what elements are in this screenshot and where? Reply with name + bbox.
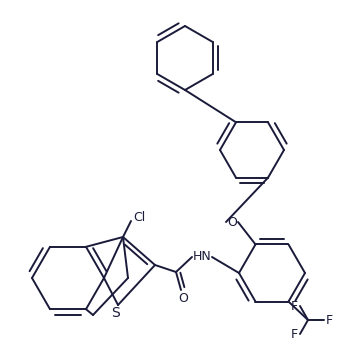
- Text: O: O: [227, 216, 237, 228]
- Text: HN: HN: [193, 251, 211, 263]
- Text: S: S: [112, 306, 120, 320]
- Text: F: F: [291, 300, 298, 312]
- Text: F: F: [326, 313, 333, 327]
- Text: O: O: [178, 292, 188, 305]
- Text: Cl: Cl: [133, 211, 145, 223]
- Text: F: F: [291, 327, 298, 341]
